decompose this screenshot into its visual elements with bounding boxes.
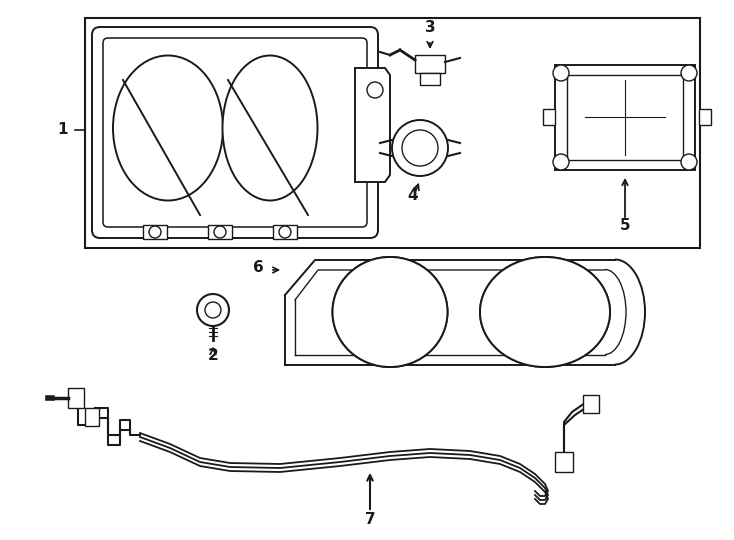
Text: 6: 6 — [252, 260, 264, 275]
Circle shape — [553, 65, 569, 81]
Circle shape — [402, 130, 438, 166]
Text: 1: 1 — [57, 123, 68, 138]
Bar — [555, 65, 695, 170]
Text: 3: 3 — [425, 21, 435, 36]
Bar — [143, 225, 167, 239]
Ellipse shape — [113, 56, 223, 200]
Circle shape — [681, 154, 697, 170]
Circle shape — [553, 154, 569, 170]
Text: 7: 7 — [365, 512, 375, 528]
Bar — [567, 75, 683, 160]
Ellipse shape — [480, 257, 610, 367]
Circle shape — [149, 226, 161, 238]
Bar — [290, 265, 610, 360]
Text: 2: 2 — [208, 348, 219, 362]
Text: 4: 4 — [407, 188, 418, 204]
Bar — [273, 225, 297, 239]
Ellipse shape — [333, 257, 448, 367]
Circle shape — [214, 226, 226, 238]
Circle shape — [279, 226, 291, 238]
Circle shape — [197, 294, 229, 326]
Bar — [68, 388, 84, 408]
Circle shape — [392, 120, 448, 176]
FancyBboxPatch shape — [92, 27, 378, 238]
Circle shape — [367, 82, 383, 98]
Text: 5: 5 — [619, 218, 631, 233]
FancyBboxPatch shape — [103, 38, 367, 227]
Circle shape — [681, 65, 697, 81]
Ellipse shape — [480, 257, 610, 367]
Bar — [555, 452, 573, 472]
Bar — [415, 55, 445, 73]
Bar — [420, 73, 440, 85]
Circle shape — [205, 302, 221, 318]
Ellipse shape — [222, 56, 318, 200]
Ellipse shape — [333, 257, 448, 367]
Bar — [583, 395, 599, 413]
Bar — [543, 109, 555, 125]
Bar — [699, 109, 711, 125]
Bar — [208, 225, 232, 239]
Polygon shape — [355, 68, 390, 182]
Bar — [85, 408, 99, 426]
Bar — [85, 18, 700, 248]
